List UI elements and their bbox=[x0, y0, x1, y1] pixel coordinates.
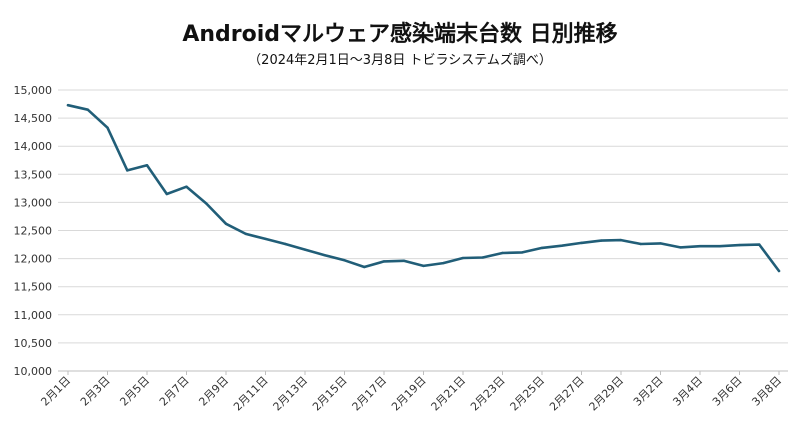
x-tick-label: 2月9日 bbox=[196, 374, 231, 409]
y-tick-label: 11,500 bbox=[14, 281, 53, 294]
chart-subtitle: （2024年2月1日～3月8日 トビラシステムズ調べ） bbox=[248, 53, 552, 68]
x-tick-label: 2月21日 bbox=[429, 374, 469, 414]
y-tick-label: 10,500 bbox=[14, 337, 53, 350]
data-point bbox=[126, 169, 129, 172]
data-point bbox=[600, 239, 603, 242]
data-point bbox=[264, 237, 267, 241]
y-tick-label: 11,000 bbox=[14, 309, 53, 322]
x-tick-label: 2月7日 bbox=[157, 374, 192, 409]
y-tick-label: 14,000 bbox=[14, 140, 53, 153]
x-tick-label: 2月17日 bbox=[350, 374, 390, 414]
x-tick-label: 3月8日 bbox=[749, 374, 784, 409]
x-tick-label: 2月25日 bbox=[508, 374, 548, 414]
data-point bbox=[461, 256, 465, 260]
data-point bbox=[402, 259, 405, 263]
data-point bbox=[580, 241, 583, 245]
data-point bbox=[501, 251, 504, 255]
data-point bbox=[698, 245, 702, 248]
data-point bbox=[560, 244, 563, 247]
y-tick-label: 15,000 bbox=[14, 84, 53, 97]
gridlines bbox=[58, 89, 788, 344]
x-tick-label: 3月2日 bbox=[631, 374, 666, 409]
data-point bbox=[619, 238, 623, 242]
data-point bbox=[639, 242, 642, 246]
chart-title: Androidマルウェア感染端末台数 日別推移 bbox=[182, 22, 618, 47]
data-point bbox=[106, 126, 109, 129]
data-point bbox=[244, 232, 247, 236]
x-tick-label: 2月3日 bbox=[78, 374, 113, 409]
data-point bbox=[205, 202, 208, 205]
axes bbox=[58, 370, 788, 375]
series-layer bbox=[66, 103, 781, 273]
y-tick-label: 10,000 bbox=[14, 365, 53, 378]
data-point bbox=[303, 248, 307, 251]
data-point bbox=[284, 242, 287, 246]
x-tick-label: 2月27日 bbox=[547, 374, 587, 414]
data-point bbox=[659, 242, 662, 245]
data-point bbox=[363, 265, 366, 269]
data-point bbox=[738, 243, 741, 247]
series-line-0 bbox=[66, 103, 781, 273]
x-tick-label: 2月23日 bbox=[468, 374, 508, 414]
data-point bbox=[758, 243, 761, 246]
data-point bbox=[145, 164, 149, 167]
x-tick-label: 2月13日 bbox=[271, 374, 311, 414]
y-tick-label: 12,500 bbox=[14, 225, 53, 238]
data-point bbox=[718, 245, 721, 248]
tick-labels: 10,000 10,500 11,000 11,500 12,000 12,500 13,0… bbox=[14, 84, 785, 414]
data-point bbox=[224, 222, 228, 225]
data-point bbox=[165, 192, 168, 196]
data-point bbox=[777, 269, 781, 273]
y-tick-label: 13,500 bbox=[14, 168, 53, 181]
data-point bbox=[66, 103, 70, 107]
x-tick-label: 2月11日 bbox=[231, 374, 271, 414]
y-tick-label: 12,000 bbox=[14, 253, 53, 266]
data-point bbox=[679, 246, 682, 249]
data-point bbox=[185, 185, 188, 188]
data-point bbox=[382, 260, 386, 263]
x-tick-label: 2月1日 bbox=[38, 374, 73, 409]
x-tick-label: 2月29日 bbox=[587, 374, 627, 414]
data-point bbox=[343, 259, 346, 262]
data-point bbox=[323, 254, 326, 257]
y-tick-label: 13,000 bbox=[14, 196, 53, 209]
x-tick-label: 2月5日 bbox=[117, 374, 152, 409]
x-tick-label: 3月4日 bbox=[670, 374, 705, 409]
data-point bbox=[86, 108, 89, 111]
x-tick-label: 2月19日 bbox=[389, 374, 429, 414]
data-point bbox=[521, 251, 524, 254]
x-tick-label: 3月6日 bbox=[710, 374, 745, 409]
y-tick-label: 14,500 bbox=[14, 112, 53, 125]
data-point bbox=[540, 246, 544, 250]
data-point bbox=[481, 256, 484, 259]
data-point bbox=[422, 264, 425, 268]
x-tick-label: 2月15日 bbox=[310, 374, 350, 414]
data-point bbox=[442, 261, 445, 265]
